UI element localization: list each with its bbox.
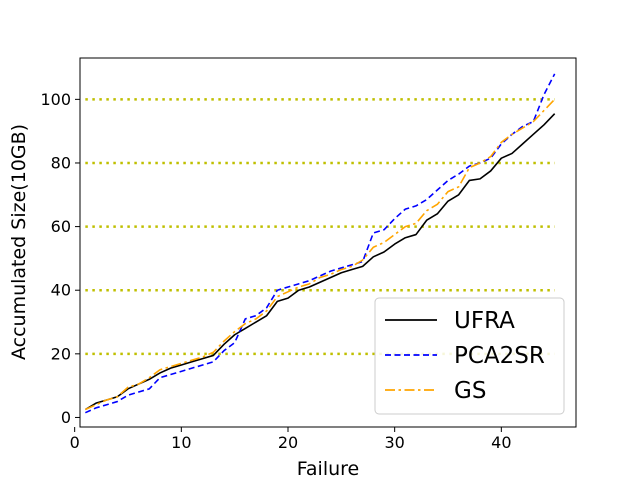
x-axis-ticks: 0 10 20 30 40 bbox=[70, 427, 512, 452]
x-axis-label: Failure bbox=[297, 458, 360, 480]
legend-label-ufra: UFRA bbox=[454, 308, 515, 334]
series-layer bbox=[84, 73, 556, 414]
x-tick-label: 0 bbox=[70, 433, 80, 452]
y-tick-label: 40 bbox=[51, 281, 71, 300]
x-tick-label: 20 bbox=[278, 433, 298, 452]
legend-label-pca2sr: PCA2SR bbox=[454, 343, 545, 369]
y-tick-label: 0 bbox=[61, 408, 71, 427]
y-tick-label: 60 bbox=[51, 217, 71, 236]
legend-label-gs: GS bbox=[454, 378, 486, 404]
y-tick-label: 100 bbox=[40, 90, 71, 109]
y-tick-label: 20 bbox=[51, 344, 71, 363]
legend-box bbox=[374, 297, 565, 415]
legend: UFRA PCA2SR GS bbox=[374, 297, 565, 415]
reference-lines bbox=[85, 98, 555, 356]
x-tick-label: 10 bbox=[171, 433, 191, 452]
y-axis-label: Accumulated Size(10GB) bbox=[8, 124, 30, 360]
series-line-ufra bbox=[84, 113, 556, 411]
x-tick-label: 30 bbox=[384, 433, 404, 452]
series-line-gs bbox=[85, 98, 556, 411]
plot-frame bbox=[79, 57, 577, 428]
y-axis-ticks: 0 20 40 60 80 100 bbox=[40, 90, 80, 427]
x-tick-label: 40 bbox=[491, 433, 511, 452]
y-tick-label: 80 bbox=[51, 153, 71, 172]
